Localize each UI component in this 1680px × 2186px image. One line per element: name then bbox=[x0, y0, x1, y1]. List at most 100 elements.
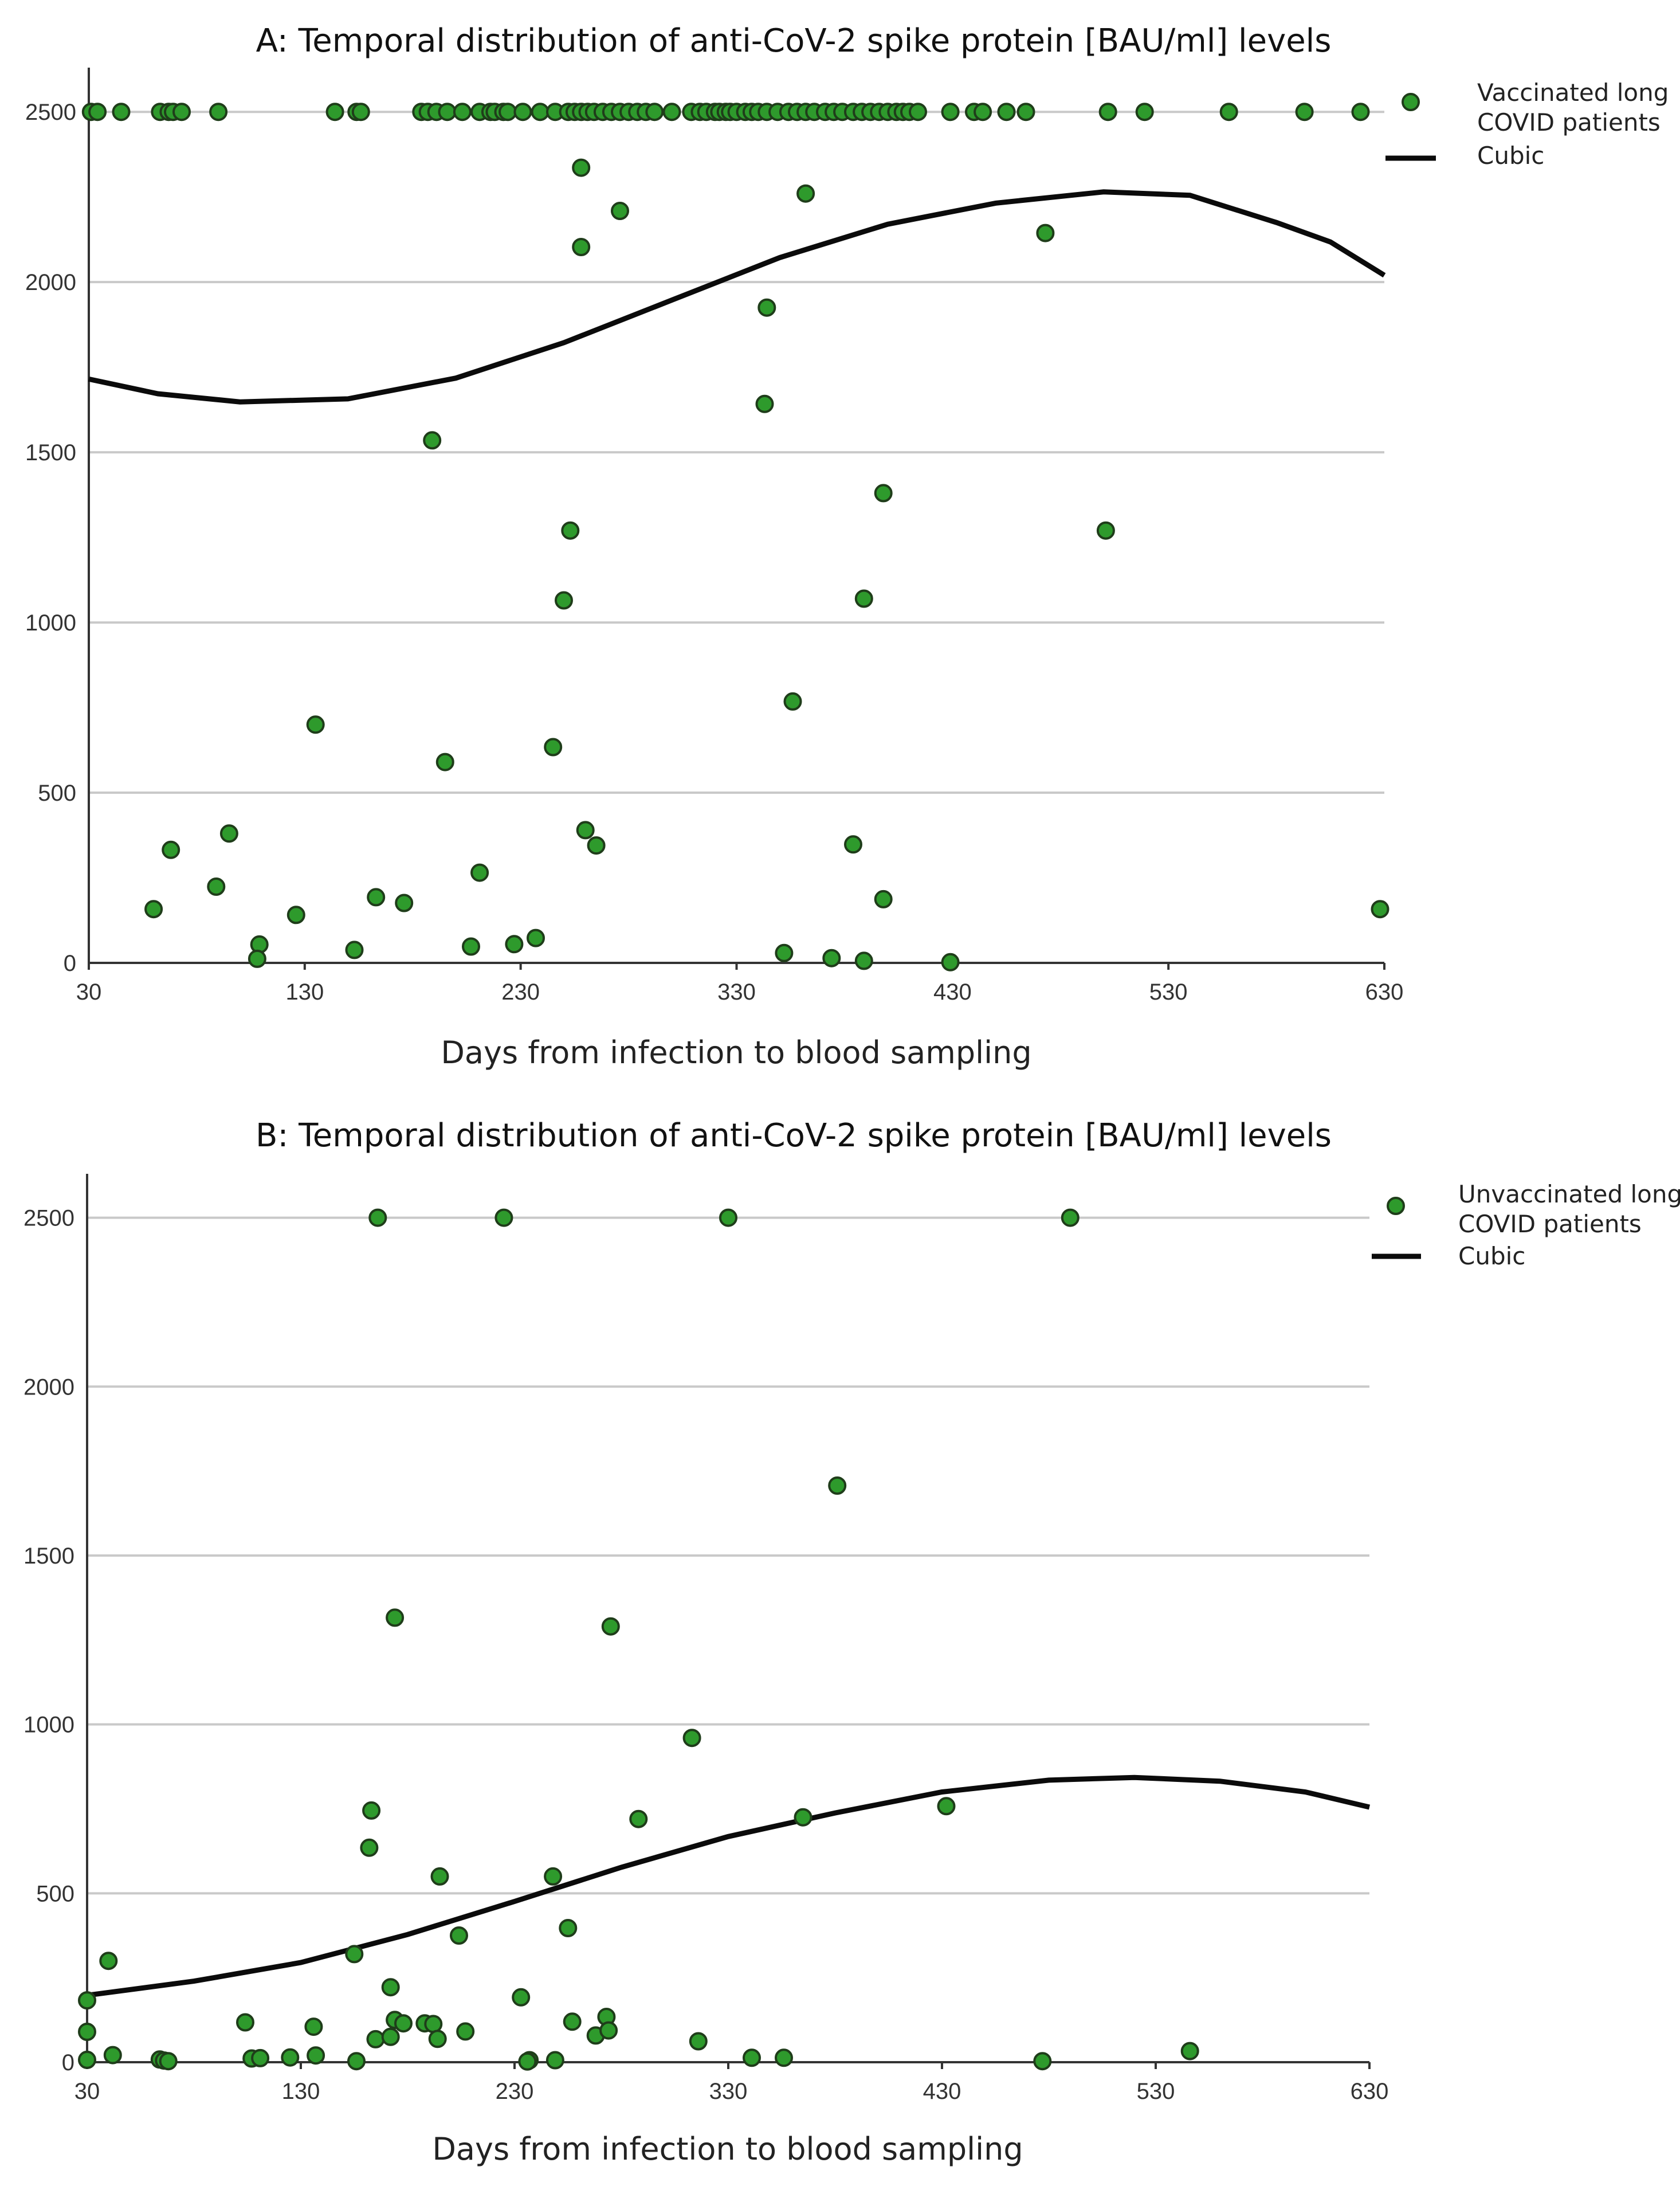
data-point bbox=[251, 2048, 270, 2067]
data-point bbox=[587, 836, 606, 855]
data-point bbox=[438, 103, 457, 122]
data-point bbox=[611, 202, 629, 220]
data-point bbox=[1371, 900, 1389, 919]
data-point bbox=[1351, 103, 1370, 122]
x-tick-label: 230 bbox=[501, 980, 540, 1005]
data-point bbox=[572, 238, 591, 256]
data-point bbox=[325, 103, 344, 122]
data-point bbox=[470, 863, 489, 882]
data-point bbox=[757, 298, 776, 317]
data-point bbox=[99, 1952, 118, 1970]
data-point bbox=[775, 943, 794, 962]
data-point bbox=[909, 103, 927, 122]
data-point bbox=[755, 394, 774, 413]
data-point bbox=[527, 929, 545, 947]
data-point bbox=[424, 2015, 443, 2034]
y-tick-label: 500 bbox=[36, 1881, 74, 1906]
data-point bbox=[844, 835, 862, 854]
data-point bbox=[937, 1797, 956, 1816]
data-point bbox=[874, 484, 893, 503]
data-point bbox=[1135, 103, 1154, 122]
panel-a-points bbox=[81, 103, 1389, 971]
data-point bbox=[395, 894, 414, 912]
y-tick-label: 2000 bbox=[25, 270, 76, 295]
data-point bbox=[286, 906, 305, 924]
y-tick-label: 2500 bbox=[23, 1206, 74, 1231]
panel-a-legend: Vaccinated long COVID patients Cubic bbox=[1385, 79, 1669, 170]
panel-a-legend-marker bbox=[1402, 93, 1420, 111]
data-point bbox=[1061, 1208, 1080, 1227]
data-point bbox=[435, 753, 454, 771]
x-tick-label: 430 bbox=[923, 2079, 961, 2104]
data-point bbox=[1295, 103, 1314, 122]
data-point bbox=[281, 2048, 300, 2067]
data-point bbox=[172, 103, 191, 122]
panel-a-cubic-curve bbox=[88, 189, 1386, 405]
data-point bbox=[78, 1991, 96, 2010]
data-point bbox=[428, 2030, 447, 2048]
data-point bbox=[304, 2017, 323, 2036]
data-point bbox=[159, 2052, 178, 2071]
data-point bbox=[997, 103, 1016, 122]
data-point bbox=[103, 2046, 122, 2064]
data-point bbox=[545, 2051, 564, 2070]
data-point bbox=[794, 1808, 812, 1827]
data-point bbox=[1180, 2042, 1199, 2060]
data-point bbox=[561, 521, 580, 540]
panel-b-title: B: Temporal distribution of anti-CoV-2 s… bbox=[256, 1117, 1332, 1154]
data-point bbox=[512, 1988, 531, 2007]
data-point bbox=[941, 103, 960, 122]
panel-a-grid bbox=[89, 111, 1384, 794]
data-point bbox=[1036, 224, 1055, 242]
data-point bbox=[386, 1608, 405, 1627]
data-point bbox=[974, 103, 992, 122]
data-point bbox=[796, 184, 815, 203]
y-tick-label: 1000 bbox=[25, 610, 76, 636]
data-point bbox=[572, 158, 591, 177]
data-point bbox=[307, 2046, 325, 2065]
data-point bbox=[601, 1617, 620, 1636]
data-point bbox=[367, 888, 386, 907]
data-point bbox=[544, 1867, 563, 1886]
y-tick-label: 500 bbox=[38, 781, 76, 806]
y-tick-label: 2000 bbox=[23, 1374, 74, 1400]
data-point bbox=[219, 824, 238, 843]
data-point bbox=[1096, 521, 1115, 540]
data-point bbox=[456, 2022, 475, 2041]
x-tick-label: 30 bbox=[74, 2079, 100, 2104]
data-point bbox=[248, 949, 266, 968]
panel-a-x-ticks: 30 130 230 330 430 530 630 bbox=[76, 963, 1404, 1005]
data-point bbox=[345, 941, 364, 959]
x-tick-label: 230 bbox=[496, 2079, 534, 2104]
panel-a: A: Temporal distribution of anti-CoV-2 s… bbox=[25, 22, 1669, 1071]
data-point bbox=[941, 953, 960, 971]
data-point bbox=[462, 937, 480, 956]
x-tick-label: 30 bbox=[76, 980, 102, 1005]
panel-b-grid bbox=[87, 1216, 1369, 1895]
data-point bbox=[854, 951, 873, 970]
panel-a-x-axis-label: Days from infection to blood sampling bbox=[441, 1035, 1031, 1071]
data-point bbox=[689, 2032, 708, 2051]
data-point bbox=[112, 103, 131, 122]
panel-b-legend: Unvaccinated long COVID patients Cubic bbox=[1372, 1180, 1680, 1270]
data-point bbox=[207, 877, 226, 896]
data-point bbox=[874, 890, 893, 908]
data-point bbox=[822, 949, 841, 967]
y-tick-label: 2500 bbox=[25, 100, 76, 125]
data-point bbox=[78, 2023, 96, 2041]
data-point bbox=[599, 2021, 618, 2040]
data-point bbox=[854, 589, 873, 608]
data-point bbox=[743, 2048, 761, 2067]
data-point bbox=[360, 1838, 379, 1857]
data-point bbox=[345, 1945, 364, 1964]
data-point bbox=[1016, 103, 1035, 122]
x-tick-label: 630 bbox=[1365, 980, 1404, 1005]
data-point bbox=[682, 1729, 701, 1748]
data-point bbox=[559, 1919, 578, 1937]
data-point bbox=[563, 2012, 582, 2031]
data-point bbox=[236, 2013, 254, 2032]
x-tick-label: 330 bbox=[717, 980, 756, 1005]
x-tick-label: 130 bbox=[285, 980, 324, 1005]
panel-b-legend-line1: Unvaccinated long bbox=[1458, 1180, 1680, 1208]
